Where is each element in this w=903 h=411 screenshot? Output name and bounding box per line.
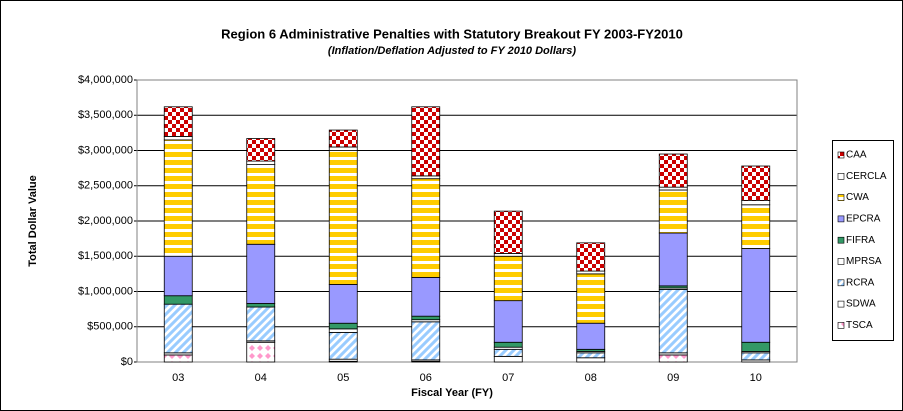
y-tick-label: $500,000 [87, 321, 133, 333]
bar-segment [328, 129, 358, 148]
legend-swatch [837, 258, 845, 265]
y-tick-label: $0 [121, 356, 133, 368]
bar-segment [493, 253, 523, 257]
bar-segment [493, 255, 523, 302]
legend-label: RCRA [846, 277, 875, 288]
y-tick-label: $1,000,000 [78, 285, 133, 297]
y-tick-label: $2,500,000 [78, 180, 133, 192]
bar-segment [658, 153, 688, 188]
x-tick-label: 03 [172, 372, 184, 384]
chart-title: Region 6 Administrative Penalties with S… [221, 26, 683, 41]
legend-label: MPRSA [846, 256, 882, 267]
bar-segment [246, 243, 276, 304]
bar-segment [328, 146, 358, 151]
bar-segment [576, 352, 606, 359]
legend-swatch [837, 236, 845, 244]
bar-segment [576, 242, 606, 272]
bar-segment [246, 306, 276, 342]
legend-swatch [837, 173, 845, 180]
legend-label: CAA [846, 150, 867, 161]
y-tick-label: $4,000,000 [78, 74, 133, 86]
bar-segment [576, 270, 606, 275]
bar-segment [741, 165, 771, 201]
x-tick-label: 10 [750, 372, 762, 384]
bar-segment [741, 341, 771, 352]
bar-segment [493, 210, 523, 254]
legend-label: FIFRA [846, 235, 875, 246]
legend-swatch [837, 215, 845, 223]
bar-segment [658, 232, 688, 287]
plot-border [136, 79, 798, 363]
bar-segment [493, 300, 523, 343]
legend-swatch [837, 279, 845, 287]
y-axis-label: Total Dollar Value [27, 175, 39, 267]
legend-swatch [837, 322, 845, 329]
bar-segment [411, 321, 441, 361]
bar-segment [741, 248, 771, 343]
bar-segment [246, 160, 276, 165]
legend-label: CERCLA [846, 171, 887, 182]
x-tick-label: 09 [667, 372, 679, 384]
bar-segment [658, 186, 688, 191]
bar-segment [411, 178, 441, 278]
bar-segment [741, 200, 771, 206]
bar-segment [163, 106, 193, 137]
x-tick-label: 04 [255, 372, 267, 384]
bar-segment [741, 204, 771, 249]
y-tick-label: $3,000,000 [78, 144, 133, 156]
bar-segment [163, 139, 193, 257]
legend-label: EPCRA [846, 214, 881, 225]
bar-segment [493, 348, 523, 357]
bar-segment [246, 138, 276, 162]
bar-segment [246, 164, 276, 245]
bar-segment [576, 357, 606, 363]
bar-segment [741, 352, 771, 361]
bar-segment [411, 106, 441, 177]
bar-segment [163, 303, 193, 354]
bar-segment [328, 331, 358, 360]
bar-segment [658, 354, 688, 363]
bar-segment [658, 189, 688, 234]
x-axis-label: Fiscal Year (FY) [411, 387, 493, 399]
bar-segment [328, 328, 358, 333]
legend-label: TSCA [846, 320, 873, 331]
bar-segment [328, 150, 358, 285]
bar-segment [328, 322, 358, 330]
x-tick-label: 07 [502, 372, 514, 384]
bar-segment [658, 288, 688, 354]
bar-segment [163, 354, 193, 363]
bar-segment [163, 135, 193, 141]
bar-segment [576, 273, 606, 324]
bar-segment [411, 175, 441, 180]
legend-swatch [837, 300, 845, 308]
bar-segment [411, 276, 441, 317]
bar-segment [246, 303, 276, 308]
y-tick-label: $3,500,000 [78, 109, 133, 121]
legend-label: CWA [846, 192, 869, 203]
bar-segment [411, 315, 441, 321]
y-tick-label: $2,000,000 [78, 215, 133, 227]
bar-segment [576, 322, 606, 350]
x-tick-label: 08 [585, 372, 597, 384]
y-tick-label: $1,500,000 [78, 250, 133, 262]
bar-segment [163, 255, 193, 297]
bar-segment [493, 355, 523, 363]
bar-segment [493, 341, 523, 348]
bar-segment [246, 341, 276, 363]
legend-label: SDWA [846, 299, 876, 310]
bar-segment [328, 284, 358, 324]
x-tick-label: 05 [337, 372, 349, 384]
chart-subtitle: (Inflation/Deflation Adjusted to FY 2010… [328, 45, 576, 57]
legend-swatch [837, 151, 845, 159]
bar-segment [163, 295, 193, 305]
x-tick-label: 06 [420, 372, 432, 384]
legend-swatch [837, 194, 845, 201]
